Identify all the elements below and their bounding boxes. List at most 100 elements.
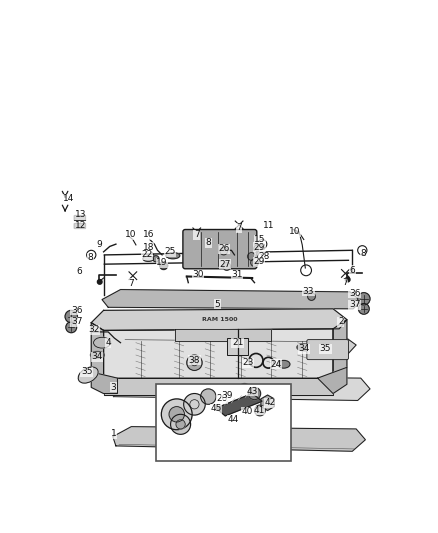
Polygon shape <box>216 393 262 416</box>
Text: 8: 8 <box>88 254 93 262</box>
Circle shape <box>307 293 315 301</box>
Ellipse shape <box>94 337 110 348</box>
Circle shape <box>160 262 167 270</box>
Text: 37: 37 <box>71 318 82 326</box>
Polygon shape <box>105 334 356 355</box>
Text: 39: 39 <box>221 391 233 400</box>
Text: 34: 34 <box>91 352 102 361</box>
Circle shape <box>254 405 265 416</box>
FancyBboxPatch shape <box>307 340 349 360</box>
Text: 24: 24 <box>270 360 282 369</box>
Text: 6: 6 <box>76 268 82 276</box>
Text: 30: 30 <box>193 270 204 279</box>
Text: 22: 22 <box>141 251 152 260</box>
Circle shape <box>184 393 205 415</box>
Text: 33: 33 <box>303 287 314 296</box>
Text: 18: 18 <box>142 243 154 252</box>
Text: 16: 16 <box>142 230 154 239</box>
Text: 11: 11 <box>263 221 275 230</box>
Circle shape <box>201 389 216 405</box>
Text: 7: 7 <box>236 223 242 232</box>
Circle shape <box>176 419 185 429</box>
Text: 8: 8 <box>259 243 265 252</box>
Text: 32: 32 <box>88 325 100 334</box>
Text: 14: 14 <box>63 194 74 203</box>
Text: 4: 4 <box>106 338 111 347</box>
Bar <box>74 223 85 228</box>
Text: 37: 37 <box>349 301 360 310</box>
Polygon shape <box>318 367 347 393</box>
Circle shape <box>187 355 202 370</box>
Text: 7: 7 <box>342 278 347 287</box>
Text: 7: 7 <box>128 279 134 288</box>
Polygon shape <box>91 309 347 330</box>
Text: 44: 44 <box>227 415 239 424</box>
Text: 35: 35 <box>320 344 331 353</box>
Ellipse shape <box>78 367 98 383</box>
Text: 36: 36 <box>349 289 360 298</box>
Text: 2: 2 <box>338 318 343 326</box>
Text: 31: 31 <box>231 270 243 279</box>
Text: 13: 13 <box>75 211 86 220</box>
Text: 15: 15 <box>254 235 265 244</box>
Text: 43: 43 <box>247 387 258 395</box>
Text: 28: 28 <box>258 252 269 261</box>
Polygon shape <box>108 376 370 400</box>
Bar <box>74 215 85 220</box>
Text: 26: 26 <box>218 244 230 253</box>
Circle shape <box>153 256 159 262</box>
Circle shape <box>358 293 370 305</box>
Circle shape <box>239 432 250 443</box>
Circle shape <box>65 310 78 322</box>
Text: 9: 9 <box>97 240 102 249</box>
Circle shape <box>220 247 228 255</box>
Text: 7: 7 <box>194 230 200 239</box>
Text: 42: 42 <box>264 398 276 407</box>
Text: 25: 25 <box>164 247 176 256</box>
Text: 8: 8 <box>205 238 211 247</box>
Circle shape <box>239 384 250 394</box>
Text: 3: 3 <box>111 383 117 392</box>
Circle shape <box>254 245 261 253</box>
Polygon shape <box>103 378 333 395</box>
Text: 7: 7 <box>255 251 261 260</box>
Circle shape <box>223 263 231 270</box>
Text: 36: 36 <box>71 306 82 315</box>
Bar <box>227 338 248 355</box>
Polygon shape <box>91 372 117 393</box>
Ellipse shape <box>166 253 180 259</box>
Text: 20: 20 <box>216 394 228 403</box>
Circle shape <box>242 435 247 440</box>
Circle shape <box>358 303 369 314</box>
Text: 34: 34 <box>298 344 310 353</box>
Ellipse shape <box>297 344 311 351</box>
Circle shape <box>97 280 102 284</box>
Text: 29: 29 <box>254 257 265 266</box>
Text: 40: 40 <box>241 408 252 416</box>
Text: 5: 5 <box>215 300 220 309</box>
Text: 41: 41 <box>254 406 265 415</box>
Circle shape <box>170 414 191 434</box>
Circle shape <box>247 253 255 260</box>
Polygon shape <box>103 329 333 378</box>
Text: 19: 19 <box>156 258 168 267</box>
Ellipse shape <box>278 360 290 368</box>
Polygon shape <box>102 289 361 309</box>
FancyBboxPatch shape <box>156 384 291 461</box>
Text: 27: 27 <box>219 260 231 269</box>
FancyBboxPatch shape <box>183 230 257 269</box>
Text: 6: 6 <box>350 266 355 275</box>
Polygon shape <box>261 395 274 410</box>
Circle shape <box>346 277 350 282</box>
Polygon shape <box>113 426 365 451</box>
Text: 38: 38 <box>189 356 200 365</box>
Circle shape <box>66 322 77 333</box>
Text: 10: 10 <box>289 227 300 236</box>
Text: 29: 29 <box>254 243 265 252</box>
Circle shape <box>161 399 192 430</box>
Text: RAM 1500: RAM 1500 <box>202 317 237 322</box>
Ellipse shape <box>91 352 104 359</box>
Circle shape <box>169 407 184 422</box>
Text: 21: 21 <box>232 338 243 347</box>
Bar <box>74 223 85 228</box>
